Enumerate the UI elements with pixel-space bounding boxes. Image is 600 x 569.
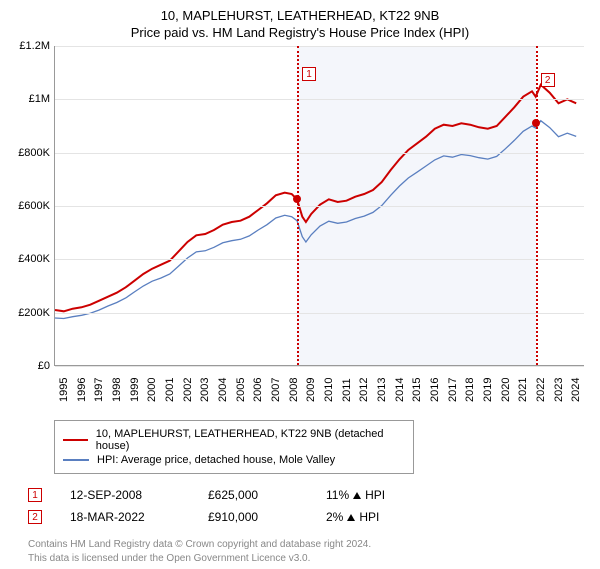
y-tick-label: £1.2M [19,40,50,52]
legend: 10, MAPLEHURST, LEATHERHEAD, KT22 9NB (d… [54,420,414,474]
sale-hpi-pct: 11% [326,488,349,502]
sale-marker-ref: 1 [28,488,42,502]
sale-date: 12-SEP-2008 [70,488,180,502]
x-tick-label: 1998 [111,378,123,402]
gridline-h [55,366,584,367]
sale-dot [532,119,540,127]
x-tick-label: 2005 [235,378,247,402]
sale-row: 1 12-SEP-2008 £625,000 11% HPI [28,484,592,506]
x-tick-label: 2001 [164,378,176,402]
chart-titles: 10, MAPLEHURST, LEATHERHEAD, KT22 9NB Pr… [8,8,592,40]
sale-date: 18-MAR-2022 [70,510,180,524]
arrow-up-icon [347,514,355,521]
legend-row: 10, MAPLEHURST, LEATHERHEAD, KT22 9NB (d… [63,427,405,453]
x-tick-label: 2009 [305,378,317,402]
footer-line: Contains HM Land Registry data © Crown c… [28,538,592,552]
hpi-label: HPI [359,510,379,524]
sale-price: £910,000 [208,510,298,524]
x-tick-label: 2017 [447,378,459,402]
x-tick-label: 2020 [500,378,512,402]
legend-swatch [63,439,88,441]
x-tick-label: 2014 [394,378,406,402]
x-tick-label: 2022 [535,378,547,402]
gridline-h [55,313,584,314]
x-tick-label: 2012 [358,378,370,402]
x-tick-label: 1999 [129,378,141,402]
hpi-label: HPI [365,488,385,502]
sale-vline [536,46,538,365]
y-tick-label: £1M [29,93,50,105]
x-tick-label: 2008 [288,378,300,402]
x-tick-label: 2015 [411,378,423,402]
gridline-h [55,259,584,260]
x-tick-label: 1995 [58,378,70,402]
gridline-h [55,99,584,100]
x-tick-label: 2016 [429,378,441,402]
x-tick-label: 1996 [76,378,88,402]
x-tick-label: 2002 [182,378,194,402]
footer: Contains HM Land Registry data © Crown c… [28,538,592,565]
footer-line: This data is licensed under the Open Gov… [28,552,592,566]
y-tick-label: £200K [18,307,50,319]
x-tick-label: 2007 [270,378,282,402]
series-line-hpi [55,121,576,319]
x-tick-label: 2011 [341,378,353,402]
x-tick-label: 2006 [252,378,264,402]
gridline-h [55,46,584,47]
series-line-subject [55,85,576,312]
legend-label: HPI: Average price, detached house, Mole… [97,454,335,466]
sale-dot [293,195,301,203]
sale-vline [297,46,299,365]
gridline-h [55,153,584,154]
x-tick-label: 2018 [464,378,476,402]
plot-region: 12 [54,46,584,366]
sale-hpi-pct: 2% [326,510,343,524]
sales-table: 1 12-SEP-2008 £625,000 11% HPI 2 18-MAR-2022 £9… [28,484,592,528]
x-tick-label: 2003 [199,378,211,402]
y-tick-label: £600K [18,200,50,212]
sale-marker-ref: 2 [28,510,42,524]
chart-area: £0£200K£400K£600K£800K£1M£1.2M 12 199519… [8,46,592,416]
x-tick-label: 2023 [553,378,565,402]
y-tick-label: £0 [38,360,50,372]
gridline-h [55,206,584,207]
x-tick-label: 2013 [376,378,388,402]
x-tick-label: 2010 [323,378,335,402]
y-tick-label: £800K [18,147,50,159]
legend-label: 10, MAPLEHURST, LEATHERHEAD, KT22 9NB (d… [96,428,405,452]
sale-hpi: 11% HPI [326,488,385,502]
sale-price: £625,000 [208,488,298,502]
chart-title: 10, MAPLEHURST, LEATHERHEAD, KT22 9NB [8,8,592,23]
sale-row: 2 18-MAR-2022 £910,000 2% HPI [28,506,592,528]
x-tick-label: 2004 [217,378,229,402]
legend-swatch [63,459,89,461]
sale-hpi: 2% HPI [326,510,379,524]
x-tick-label: 2019 [482,378,494,402]
y-tick-label: £400K [18,253,50,265]
x-axis-labels: 1995 1996 1997 1998 1999 2000 2001 2002 2003 2004… [54,368,584,416]
x-tick-label: 1997 [93,378,105,402]
x-tick-label: 2024 [570,378,582,402]
y-axis-labels: £0£200K£400K£600K£800K£1M£1.2M [8,46,52,366]
sale-marker-box: 2 [541,73,555,87]
legend-row: HPI: Average price, detached house, Mole… [63,453,405,467]
x-tick-label: 2021 [517,378,529,402]
arrow-up-icon [353,492,361,499]
sale-marker-box: 1 [302,67,316,81]
x-tick-label: 2000 [146,378,158,402]
chart-subtitle: Price paid vs. HM Land Registry's House … [8,25,592,40]
